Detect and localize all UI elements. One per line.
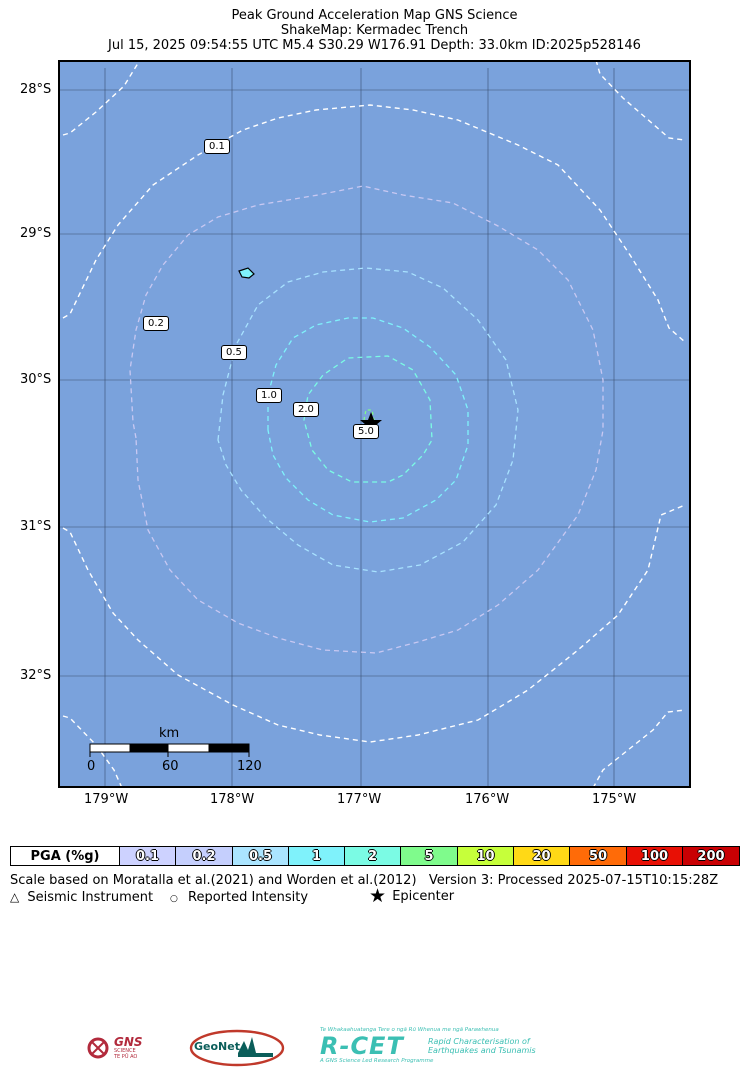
- contour-0.1: [62, 62, 686, 786]
- contour-1.0: [267, 317, 469, 523]
- contour-label-0.5: 0.5: [221, 345, 247, 360]
- pga-legend-header: PGA (%g): [11, 847, 120, 865]
- pga-legend-cell-10: 10: [458, 847, 514, 865]
- lon-label-175: 175°W: [592, 792, 637, 807]
- seismic-instrument-legend: △ Seismic Instrument: [10, 890, 153, 905]
- rcet-logo-tagline: Te Whakaahuatanga Tere o ngā Rū Whenua m…: [320, 1027, 499, 1033]
- lon-label-177: 177°W: [337, 792, 382, 807]
- seismic-instrument-label: Seismic Instrument: [27, 890, 154, 905]
- pga-legend-cell-100: 100: [627, 847, 683, 865]
- contour-2.0: [303, 355, 433, 483]
- rcet-logo-desc1: Rapid Characterisation of: [428, 1037, 530, 1046]
- pga-legend-cell-0.2: 0.2: [176, 847, 233, 865]
- contour-0.2: [129, 185, 604, 654]
- reported-intensity-legend: ○ Reported Intensity: [170, 890, 308, 905]
- rcet-logo-footer: A GNS Science Led Research Programme: [320, 1058, 434, 1064]
- star-icon: ★: [369, 885, 387, 907]
- pga-legend-cell-1: 1: [289, 847, 345, 865]
- lon-label-179: 179°W: [84, 792, 129, 807]
- pga-legend-cell-20: 20: [514, 847, 570, 865]
- lat-label-31: 31°S: [20, 519, 52, 534]
- gns-logo-mark: [87, 1037, 109, 1059]
- reported-intensity-label: Reported Intensity: [188, 890, 309, 905]
- scale-bar-tick-120: 120: [237, 759, 262, 774]
- map-title-line1: Peak Ground Acceleration Map GNS Science: [231, 8, 518, 23]
- scale-note: Scale based on Moratalla et al.(2021) an…: [10, 873, 719, 888]
- map-canvas: [60, 62, 689, 786]
- circle-icon: ○: [170, 894, 178, 904]
- pga-legend-cell-0.5: 0.5: [233, 847, 289, 865]
- contour-label-2.0: 2.0: [293, 402, 319, 417]
- geonet-logo-mark: [189, 1029, 285, 1067]
- pga-legend-cell-200: 200: [683, 847, 739, 865]
- gns-logo: GNS SCIENCE TE PŪ AO: [86, 1035, 146, 1063]
- lat-label-29: 29°S: [20, 226, 52, 241]
- pga-legend: PGA (%g) 0.1 0.2 0.5 1 2 5 10 20 50 100 …: [10, 846, 740, 866]
- rcet-logo: Te Whakaahuatanga Tere o ngā Rū Whenua m…: [320, 1027, 540, 1069]
- gns-logo-text: GNS: [114, 1035, 143, 1049]
- contour-label-1.0: 1.0: [256, 388, 282, 403]
- pga-legend-cell-0.1: 0.1: [120, 847, 176, 865]
- scale-bar-tick-60: 60: [162, 759, 179, 774]
- epicenter-legend: ★ Epicenter: [369, 887, 454, 906]
- map-title-line2: ShakeMap: Kermadec Trench: [280, 23, 469, 38]
- map-title-line3: Jul 15, 2025 09:54:55 UTC M5.4 S30.29 W1…: [108, 38, 641, 53]
- lat-label-28: 28°S: [20, 82, 52, 97]
- contour-0.5: [217, 267, 519, 573]
- geonet-logo-text: GeoNet: [194, 1040, 240, 1053]
- pga-legend-cell-5: 5: [401, 847, 458, 865]
- lon-label-178: 178°W: [210, 792, 255, 807]
- lat-label-30: 30°S: [20, 372, 52, 387]
- scale-bar-unit: km: [159, 726, 180, 741]
- contour-label-0.2: 0.2: [143, 316, 169, 331]
- graticule: [60, 68, 689, 786]
- rcet-logo-desc2: Earthquakes and Tsunamis: [428, 1046, 536, 1055]
- rcet-logo-text: R-CET: [320, 1032, 404, 1060]
- gns-logo-sub2: TE PŪ AO: [114, 1054, 138, 1060]
- scale-bar-tick-0: 0: [87, 759, 96, 774]
- triangle-icon: △: [10, 890, 20, 904]
- map-area[interactable]: 0.1 0.2 0.5 1.0 2.0 5.0 km 0 60 120: [58, 60, 691, 788]
- lon-label-176: 176°W: [465, 792, 510, 807]
- contour-label-5.0: 5.0: [353, 424, 379, 439]
- pga-legend-cell-2: 2: [345, 847, 401, 865]
- geonet-logo: GeoNet: [188, 1028, 286, 1068]
- scale-bar: [89, 743, 250, 757]
- gns-logo-sub: SCIENCE: [114, 1048, 136, 1054]
- contour-label-0.1: 0.1: [204, 139, 230, 154]
- lat-label-32: 32°S: [20, 668, 52, 683]
- pga-legend-cell-50: 50: [570, 847, 627, 865]
- epicenter-label: Epicenter: [392, 889, 455, 904]
- island-raoul: [238, 267, 255, 279]
